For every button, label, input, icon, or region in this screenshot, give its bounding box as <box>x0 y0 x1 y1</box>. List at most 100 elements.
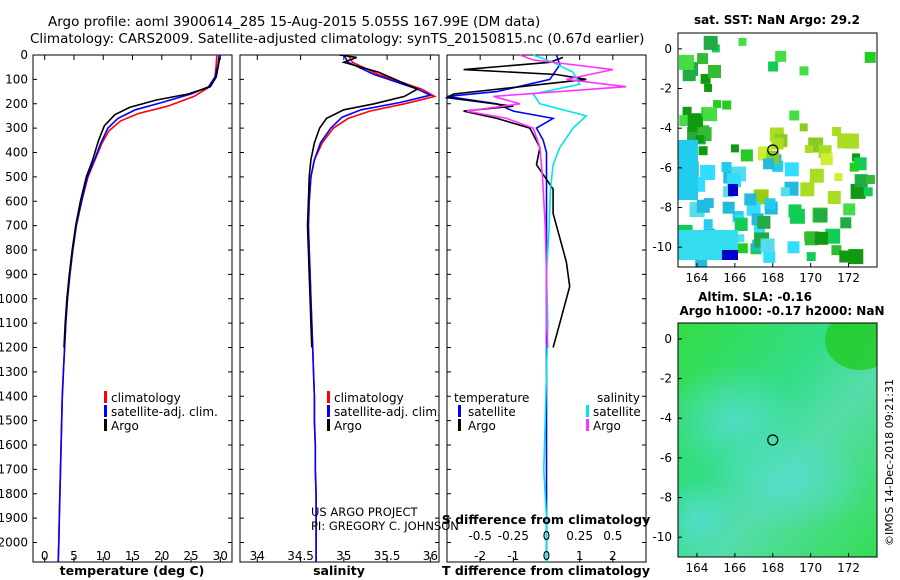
sst-cell <box>713 100 722 109</box>
temperature-panel <box>32 54 233 563</box>
series-line-salinity-argo <box>466 54 627 348</box>
series-line-temperature-argo <box>444 56 587 348</box>
sst-cell <box>682 106 692 116</box>
imos-timestamp: ©IMOS 14-Dec-2018 09:21:31 <box>883 379 896 546</box>
sst-cell <box>780 187 790 197</box>
sst-cell <box>771 137 784 150</box>
sst-cell <box>763 250 776 263</box>
sla-map-frame <box>677 322 878 558</box>
sst-cell <box>799 123 808 132</box>
sst-cell <box>772 160 784 172</box>
map-x-tick-label: 166 <box>723 561 746 575</box>
sst-cell <box>679 115 691 126</box>
depth-tick-label: 100 <box>5 72 28 86</box>
map-x-tick-label: 168 <box>761 561 784 575</box>
depth-tick-label: 1600 <box>0 438 28 452</box>
header-line-1: Argo profile: aoml 3900614_285 15-Aug-20… <box>48 14 540 30</box>
x-tick-label: 20 <box>154 549 169 563</box>
x-tick-label: 34.5 <box>287 549 314 563</box>
sst-cell <box>832 127 842 136</box>
series-line-satellite-adj-clim- <box>57 54 220 563</box>
sst-cell <box>722 250 738 260</box>
axis-ticks <box>33 54 646 562</box>
depth-tick-label: 800 <box>5 243 28 257</box>
sst-cell <box>864 51 876 63</box>
x-tick-label: 1 <box>576 549 584 563</box>
sst-cell <box>700 73 711 84</box>
sst-cell <box>698 146 708 156</box>
x-tick-label: -2 <box>474 549 486 563</box>
sst-cell <box>703 107 717 122</box>
sst-cell <box>831 245 842 256</box>
x-tick-label: 2 <box>609 549 617 563</box>
salinity-panel <box>239 54 440 563</box>
depth-tick-label: 400 <box>5 146 28 160</box>
legend-satellite: satellite-adj. clim. <box>334 405 441 419</box>
series-line-climatology <box>57 54 218 563</box>
legend-climatology: climatology <box>334 391 404 405</box>
sst-cell <box>775 50 787 62</box>
sst-cell <box>804 232 814 242</box>
s-diff-tick-label: -0.5 <box>468 529 491 543</box>
temperature-xlabel: temperature (deg C) <box>60 563 205 578</box>
depth-tick-label: 1300 <box>0 365 28 379</box>
sst-cell <box>827 191 841 204</box>
legend-salinity-title: salinity <box>597 391 640 405</box>
s-diff-tick-label: 0.25 <box>566 529 593 543</box>
depth-tick-label: 1900 <box>0 511 28 525</box>
x-tick-label: 5 <box>70 549 78 563</box>
depth-tick-label: 1400 <box>0 389 28 403</box>
sst-cell <box>854 174 868 188</box>
map-y-tick-label: -10 <box>652 530 672 544</box>
map-y-tick-label: -10 <box>652 240 672 254</box>
legend-swatch-t-argo <box>458 419 461 431</box>
x-tick-label: 0 <box>543 549 551 563</box>
x-tick-label: -1 <box>507 549 519 563</box>
sst-cell <box>700 165 716 180</box>
map-x-tick-label: 170 <box>799 271 822 285</box>
sst-cell <box>697 53 709 65</box>
sla-map-ticks: 164 166 168 170 172 0 -2 -4 -6 -8 -10 <box>652 332 860 575</box>
salinity-xlabel: salinity <box>313 563 365 578</box>
x-tick-label: 25 <box>183 549 198 563</box>
s-diff-tick-label: -0.25 <box>498 529 529 543</box>
depth-axis: 0 100 200 300 400 500 600 700 800 900 1000 1100 1200… <box>0 48 28 550</box>
credit-line-2: PI: GREGORY C. JOHNSON <box>311 519 459 533</box>
sst-cell <box>787 241 800 254</box>
depth-tick-label: 300 <box>5 121 28 135</box>
salinity-x-ticks: 34 34.5 35 35.5 36 <box>250 549 438 563</box>
legend-swatch-satellite <box>104 405 107 417</box>
sst-cell <box>757 215 771 229</box>
legend-argo: Argo <box>111 419 139 433</box>
sst-cell <box>799 66 809 76</box>
legend-swatch-argo <box>104 419 107 431</box>
sst-cell <box>850 183 866 199</box>
t-diff-x-ticks: -2 -1 0 1 2 <box>474 549 616 563</box>
header-line-2: Climatology: CARS2009. Satellite-adjuste… <box>30 31 644 47</box>
map-y-tick-label: -4 <box>660 411 672 425</box>
temperature-legend: climatology satellite-adj. clim. Argo <box>104 391 218 433</box>
sst-cell <box>825 228 841 244</box>
s-diff-tick-label: 0.5 <box>603 529 622 543</box>
sst-cell <box>804 145 813 153</box>
sst-cell <box>678 140 698 200</box>
sst-cell <box>840 217 852 229</box>
sst-cell <box>809 168 824 183</box>
x-tick-label: 35.5 <box>374 549 401 563</box>
map-y-tick-label: -8 <box>660 491 672 505</box>
depth-tick-label: 1700 <box>0 462 28 476</box>
legend-s-satellite: satellite <box>593 405 641 419</box>
sst-cell <box>696 199 710 213</box>
x-tick-label: 35 <box>336 549 351 563</box>
s-diff-xlabel: S difference from climatology <box>442 512 651 527</box>
legend-t-satellite: satellite <box>468 405 516 419</box>
x-tick-label: 30 <box>213 549 228 563</box>
depth-tick-label: 2000 <box>0 536 28 550</box>
x-tick-label: 15 <box>125 549 140 563</box>
map-x-tick-label: 170 <box>799 561 822 575</box>
sst-cell <box>703 219 713 229</box>
sst-cell <box>800 182 815 197</box>
difference-legend: temperature satellite Argo salinity sate… <box>454 391 641 433</box>
legend-argo: Argo <box>334 419 362 433</box>
depth-tick-label: 700 <box>5 219 28 233</box>
